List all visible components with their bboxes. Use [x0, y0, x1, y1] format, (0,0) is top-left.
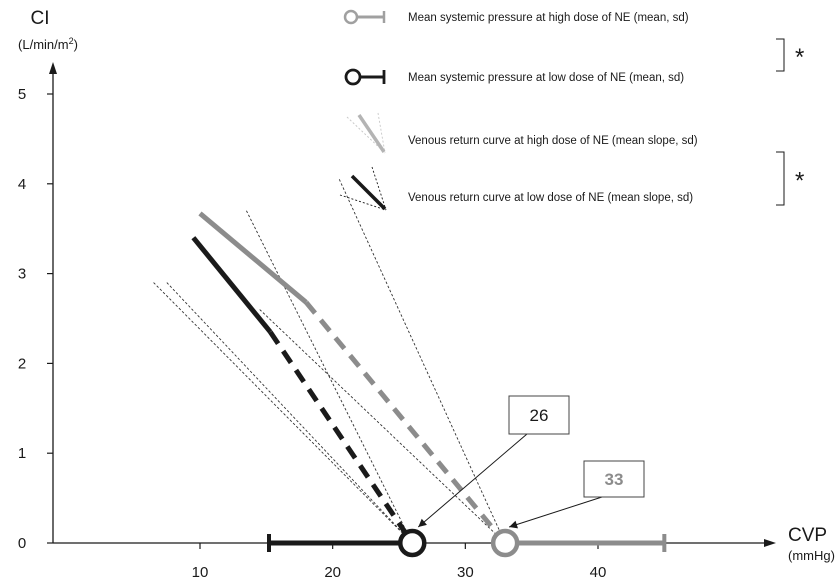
legend-symbol-vr-low [350, 174, 387, 211]
callouts: 26 33 [417, 395, 645, 529]
legend-label-1: Mean systemic pressure at low dose of NE… [408, 72, 684, 84]
y-tick-label: 5 [18, 86, 26, 103]
callout-leader-0 [417, 433, 528, 528]
legend-label-2: Venous return curve at high dose of NE (… [408, 135, 698, 147]
significance-star-0: * [795, 44, 804, 71]
callout-box-0 [508, 395, 570, 435]
venous-return-dashed-0 [304, 300, 508, 545]
legend-symbol-vr-high-sd-a [346, 116, 386, 154]
mean-systemic-pressure-markers [266, 528, 667, 558]
x-axis-arrow [764, 539, 776, 547]
y-tick-label: 0 [18, 535, 26, 552]
y-tick-label: 1 [18, 445, 26, 462]
significance-bracket-1 [776, 151, 785, 206]
callout-value-1: 33 [605, 470, 624, 489]
x-tick-label: 20 [324, 564, 341, 581]
callout-leader-1 [508, 496, 603, 528]
legend-symbol-msp-high [343, 9, 359, 25]
x-tick-label: 10 [192, 564, 209, 581]
msp-marker-0 [490, 528, 520, 558]
x-tick-label: 40 [590, 564, 607, 581]
sd-lines [153, 179, 506, 544]
y-axis-title: CI [31, 8, 50, 29]
x-tick-label: 30 [457, 564, 474, 581]
legend-symbol-vr-high-sd-b [377, 112, 386, 154]
sd-line-series-1-1 [153, 282, 413, 544]
sd-line-series-1-0 [246, 210, 413, 544]
y-tick-label: 3 [18, 266, 26, 283]
legend-symbol-vr-low-sd-b [371, 166, 387, 211]
legend-label-3: Venous return curve at low dose of NE (m… [408, 192, 693, 204]
legend-label-0: Mean systemic pressure at high dose of N… [408, 12, 689, 24]
significance-star-1: * [795, 168, 804, 195]
msp-marker-1 [398, 528, 427, 558]
y-tick-label: 2 [18, 355, 26, 372]
legend-symbol-msp-low [344, 68, 362, 86]
venous-return-solid-1 [191, 236, 273, 334]
callout-box-1 [583, 460, 645, 498]
callout-arrowhead-1 [509, 520, 518, 529]
y-tick-label: 4 [18, 176, 26, 193]
venous-return-dashed-1 [268, 330, 415, 545]
sd-line-series-1-2 [166, 282, 413, 544]
sd-line-series-0-0 [338, 179, 506, 544]
y-axis-unit: (L/min/m2) [18, 36, 78, 52]
callout-arrowhead-0 [418, 518, 427, 527]
venous-return-solid-0 [198, 211, 308, 305]
x-axis-title: CVP [788, 525, 827, 546]
axes: 10 20 30 40 0 1 2 3 4 5 CVP (mmHg) CI (L/min/m2) [18, 8, 835, 581]
significance-bracket-0 [776, 38, 785, 72]
legend-symbol-vr-low-sd-a [339, 194, 387, 211]
callout-value-0: 26 [530, 406, 549, 425]
curves [191, 211, 508, 545]
sd-line-series-0-1 [259, 309, 506, 544]
y-axis-arrow [49, 62, 57, 74]
legend: Mean systemic pressure at high dose of N… [339, 9, 804, 211]
legend-symbol-vr-high [357, 114, 386, 153]
x-axis-unit: (mmHg) [788, 548, 835, 563]
